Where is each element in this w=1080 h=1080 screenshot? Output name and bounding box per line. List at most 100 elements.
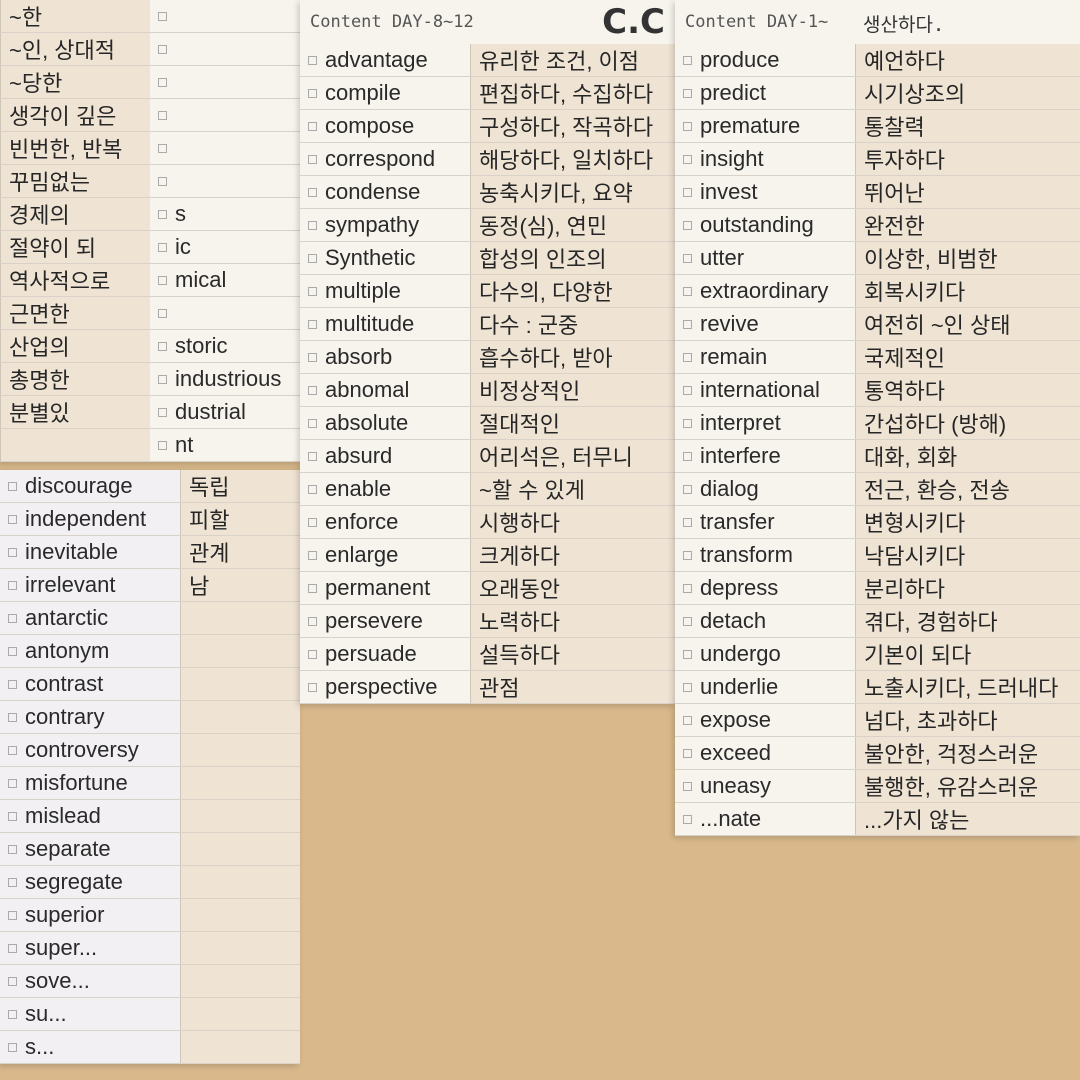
english-word: contrary: [0, 701, 180, 733]
english-word: [150, 297, 300, 329]
checkbox-icon[interactable]: [683, 616, 692, 626]
checkbox-icon[interactable]: [8, 1042, 17, 1052]
checkbox-icon[interactable]: [683, 649, 692, 659]
checkbox-icon[interactable]: [308, 55, 317, 65]
checkbox-icon[interactable]: [158, 407, 167, 417]
checkbox-icon[interactable]: [683, 451, 692, 461]
korean-meaning: 어리석은, 터무니: [470, 440, 675, 472]
checkbox-icon[interactable]: [308, 187, 317, 197]
english-word-text: produce: [700, 47, 780, 72]
checkbox-icon[interactable]: [308, 484, 317, 494]
checkbox-icon[interactable]: [683, 187, 692, 197]
checkbox-icon[interactable]: [8, 547, 17, 557]
checkbox-icon[interactable]: [683, 484, 692, 494]
checkbox-icon[interactable]: [308, 418, 317, 428]
checkbox-icon[interactable]: [308, 583, 317, 593]
checkbox-icon[interactable]: [158, 110, 167, 120]
checkbox-icon[interactable]: [8, 1009, 17, 1019]
english-word: antonym: [0, 635, 180, 667]
checkbox-icon[interactable]: [683, 253, 692, 263]
checkbox-icon[interactable]: [158, 176, 167, 186]
checkbox-icon[interactable]: [158, 11, 167, 21]
checkbox-icon[interactable]: [308, 451, 317, 461]
checkbox-icon[interactable]: [683, 154, 692, 164]
checkbox-icon[interactable]: [8, 976, 17, 986]
checkbox-icon[interactable]: [308, 682, 317, 692]
checkbox-icon[interactable]: [308, 550, 317, 560]
checkbox-icon[interactable]: [683, 55, 692, 65]
checkbox-icon[interactable]: [683, 121, 692, 131]
checkbox-icon[interactable]: [8, 580, 17, 590]
checkbox-icon[interactable]: [158, 341, 167, 351]
checkbox-icon[interactable]: [8, 712, 17, 722]
vocab-row: Synthetic 합성의 인조의: [300, 242, 675, 275]
checkbox-icon[interactable]: [8, 877, 17, 887]
checkbox-icon[interactable]: [158, 242, 167, 252]
checkbox-icon[interactable]: [308, 286, 317, 296]
checkbox-icon[interactable]: [683, 418, 692, 428]
checkbox-icon[interactable]: [683, 220, 692, 230]
checkbox-icon[interactable]: [683, 748, 692, 758]
vocab-row: ~한: [0, 0, 300, 33]
vocab-row: condense 농축시키다, 요약: [300, 176, 675, 209]
checkbox-icon[interactable]: [308, 88, 317, 98]
checkbox-icon[interactable]: [683, 385, 692, 395]
checkbox-icon[interactable]: [158, 275, 167, 285]
checkbox-icon[interactable]: [683, 715, 692, 725]
checkbox-icon[interactable]: [8, 844, 17, 854]
checkbox-icon[interactable]: [308, 649, 317, 659]
english-word-text: storic: [175, 333, 228, 358]
vocab-row: 경제의 s: [0, 198, 300, 231]
checkbox-icon[interactable]: [158, 209, 167, 219]
english-word-text: persevere: [325, 608, 423, 633]
checkbox-icon[interactable]: [8, 646, 17, 656]
checkbox-icon[interactable]: [8, 778, 17, 788]
checkbox-icon[interactable]: [308, 154, 317, 164]
english-word-text: enforce: [325, 509, 399, 534]
english-word: industrious: [150, 363, 300, 395]
checkbox-icon[interactable]: [683, 319, 692, 329]
vocab-row: persevere 노력하다: [300, 605, 675, 638]
checkbox-icon[interactable]: [683, 682, 692, 692]
checkbox-icon[interactable]: [8, 679, 17, 689]
english-word: undergo: [675, 638, 855, 670]
checkbox-icon[interactable]: [158, 308, 167, 318]
checkbox-icon[interactable]: [308, 319, 317, 329]
checkbox-icon[interactable]: [158, 440, 167, 450]
checkbox-icon[interactable]: [8, 910, 17, 920]
checkbox-icon[interactable]: [308, 616, 317, 626]
checkbox-icon[interactable]: [683, 286, 692, 296]
english-word-text: multiple: [325, 278, 401, 303]
english-word: ...nate: [675, 803, 855, 835]
checkbox-icon[interactable]: [158, 44, 167, 54]
checkbox-icon[interactable]: [308, 517, 317, 527]
checkbox-icon[interactable]: [308, 220, 317, 230]
english-word-text: superior: [25, 902, 105, 927]
checkbox-icon[interactable]: [8, 481, 17, 491]
checkbox-icon[interactable]: [158, 77, 167, 87]
vocab-row: multitude 다수 : 군중: [300, 308, 675, 341]
checkbox-icon[interactable]: [308, 385, 317, 395]
vocab-row: antonym: [0, 635, 300, 668]
checkbox-icon[interactable]: [158, 374, 167, 384]
checkbox-icon[interactable]: [683, 517, 692, 527]
checkbox-icon[interactable]: [308, 352, 317, 362]
english-word-text: predict: [700, 80, 767, 105]
checkbox-icon[interactable]: [8, 811, 17, 821]
english-word-text: permanent: [325, 575, 431, 600]
checkbox-icon[interactable]: [8, 943, 17, 953]
checkbox-icon[interactable]: [683, 550, 692, 560]
checkbox-icon[interactable]: [683, 814, 692, 824]
checkbox-icon[interactable]: [308, 253, 317, 263]
checkbox-icon[interactable]: [683, 352, 692, 362]
checkbox-icon[interactable]: [8, 514, 17, 524]
checkbox-icon[interactable]: [8, 745, 17, 755]
checkbox-icon[interactable]: [158, 143, 167, 153]
checkbox-icon[interactable]: [683, 781, 692, 791]
checkbox-icon[interactable]: [683, 88, 692, 98]
checkbox-icon[interactable]: [683, 583, 692, 593]
checkbox-icon[interactable]: [8, 613, 17, 623]
english-word: misfortune: [0, 767, 180, 799]
english-word-text: transform: [700, 542, 793, 567]
checkbox-icon[interactable]: [308, 121, 317, 131]
